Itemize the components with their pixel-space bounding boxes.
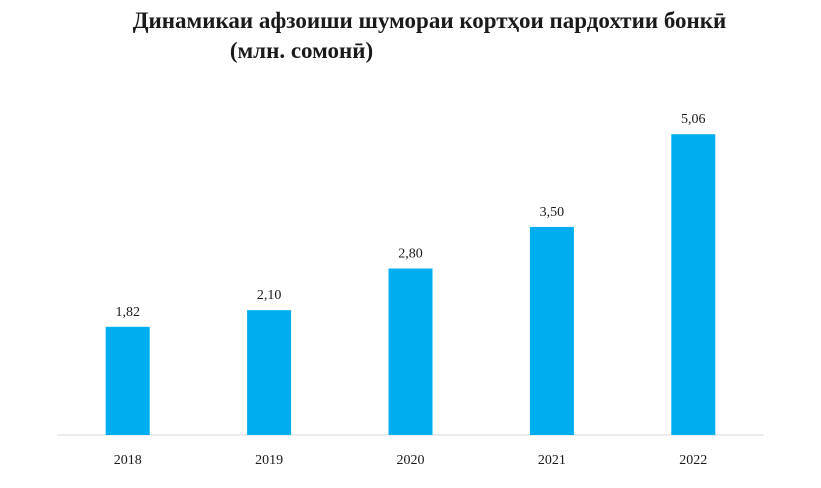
x-tick-label-2019: 2019 (255, 453, 283, 468)
bar-2020 (388, 268, 433, 435)
data-label-2021: 3,50 (540, 205, 565, 220)
data-label-2022: 5,06 (681, 112, 706, 127)
data-labels-group: 1,82 2,10 2,80 3,50 5,06 (115, 112, 705, 320)
data-label-2018: 1,82 (115, 305, 140, 320)
chart-title: Динамикаи афзоиши шумораи кортҳои пардох… (0, 6, 821, 66)
bar-2022 (671, 134, 716, 435)
chart-title-line-1: Динамикаи афзоиши шумораи кортҳои пардох… (132, 8, 727, 33)
data-label-2019: 2,10 (257, 288, 282, 303)
x-tick-labels-group: 2018 2019 2020 2021 2022 (114, 453, 708, 468)
x-tick-label-2022: 2022 (679, 453, 707, 468)
bars-group (105, 134, 716, 435)
x-tick-label-2018: 2018 (114, 453, 142, 468)
x-tick-label-2021: 2021 (538, 453, 566, 468)
bar-2019 (247, 310, 292, 435)
data-label-2020: 2,80 (398, 247, 423, 262)
x-tick-label-2020: 2020 (397, 453, 425, 468)
bar-2021 (529, 226, 574, 435)
bar-2018 (105, 326, 150, 435)
chart-title-line-2: (млн. сомонӣ) (229, 38, 374, 63)
